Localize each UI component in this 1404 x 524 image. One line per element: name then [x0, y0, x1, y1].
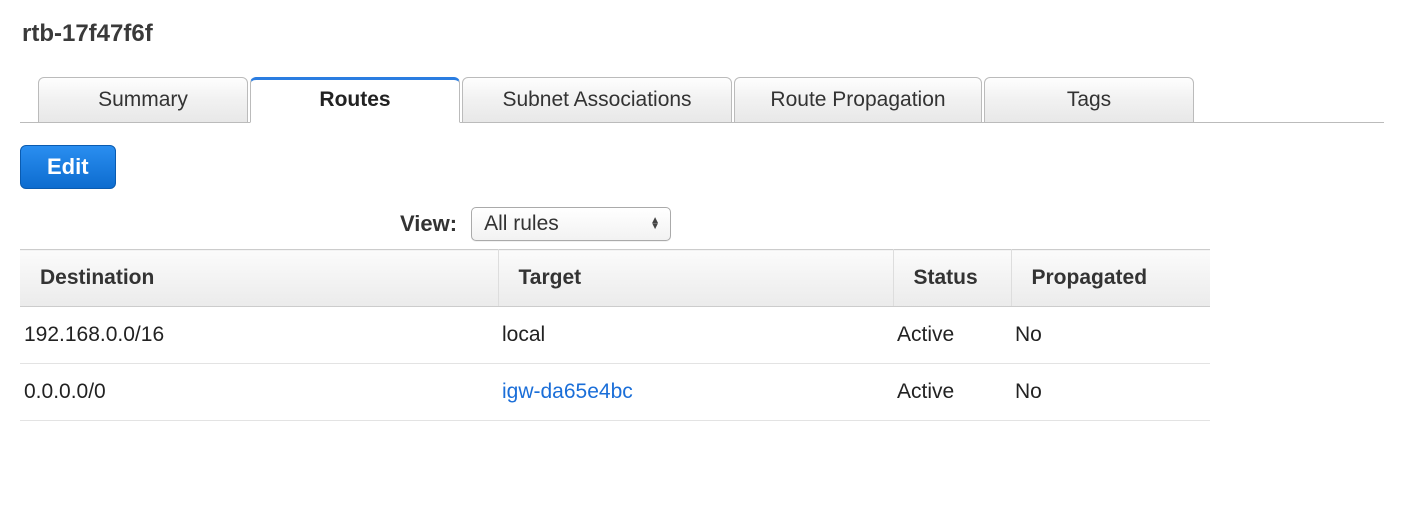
table-body: 192.168.0.0/16 local Active No 0.0.0.0/0…: [20, 307, 1210, 421]
tab-tags[interactable]: Tags: [984, 77, 1194, 123]
table-row: 0.0.0.0/0 igw-da65e4bc Active No: [20, 364, 1210, 421]
cell-target: local: [498, 307, 893, 364]
cell-propagated: No: [1011, 307, 1210, 364]
target-link[interactable]: igw-da65e4bc: [502, 380, 633, 403]
tabs: Summary Routes Subnet Associations Route…: [38, 77, 1384, 123]
col-header-target[interactable]: Target: [498, 250, 893, 307]
view-filter-row: View: All rules ▲▼: [20, 207, 1384, 241]
col-header-destination[interactable]: Destination: [20, 250, 498, 307]
tab-route-propagation[interactable]: Route Propagation: [734, 77, 982, 123]
col-header-propagated[interactable]: Propagated: [1011, 250, 1210, 307]
col-header-status[interactable]: Status: [893, 250, 1011, 307]
routes-table: Destination Target Status Propagated 192…: [20, 249, 1210, 421]
page-title: rtb-17f47f6f: [20, 20, 1384, 48]
cell-destination: 0.0.0.0/0: [20, 364, 498, 421]
tab-subnet-associations[interactable]: Subnet Associations: [462, 77, 732, 123]
table-row: 192.168.0.0/16 local Active No: [20, 307, 1210, 364]
cell-target: igw-da65e4bc: [498, 364, 893, 421]
view-select[interactable]: All rules ▲▼: [471, 207, 671, 241]
cell-status: Active: [893, 364, 1011, 421]
view-select-value: All rules: [484, 212, 559, 236]
view-label: View:: [400, 211, 457, 237]
tab-routes[interactable]: Routes: [250, 77, 460, 123]
cell-propagated: No: [1011, 364, 1210, 421]
cell-status: Active: [893, 307, 1011, 364]
cell-destination: 192.168.0.0/16: [20, 307, 498, 364]
edit-button[interactable]: Edit: [20, 145, 116, 189]
tab-summary[interactable]: Summary: [38, 77, 248, 123]
table-header-row: Destination Target Status Propagated: [20, 250, 1210, 307]
tabs-bar: Summary Routes Subnet Associations Route…: [20, 76, 1384, 123]
select-arrows-icon: ▲▼: [650, 218, 660, 230]
